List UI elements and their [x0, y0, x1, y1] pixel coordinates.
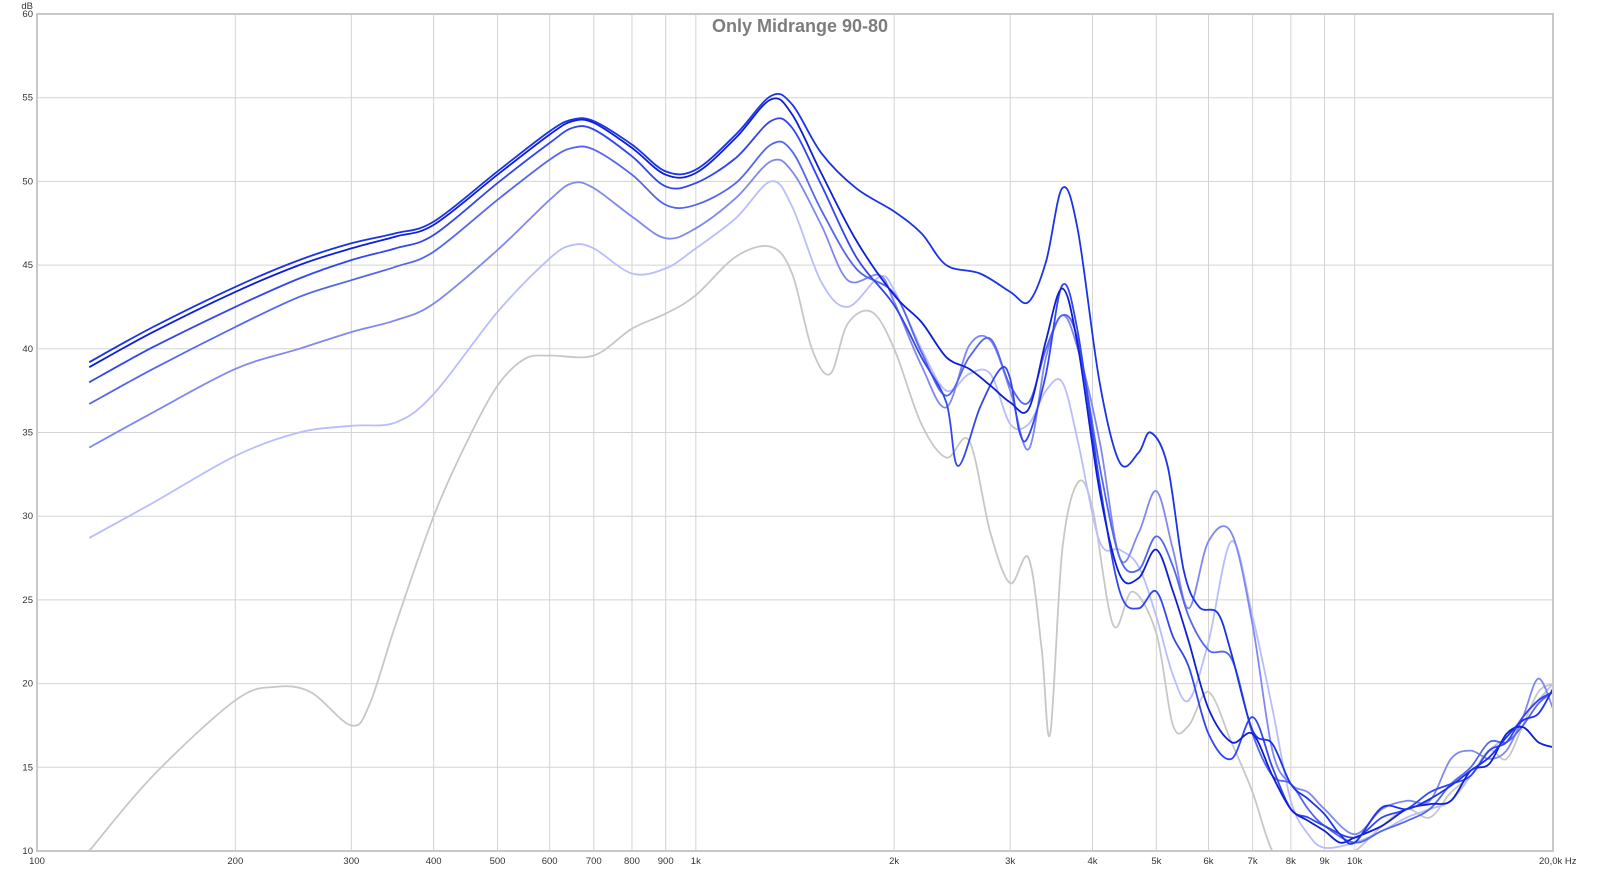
x-tick-label: 7k: [1248, 856, 1258, 867]
y-tick-label: 15: [22, 762, 33, 773]
y-axis-ticks: 10 15 20 25 30 35 40 45 50 55 60: [22, 9, 33, 857]
x-tick-label: 500: [490, 856, 506, 867]
series-line: [88, 180, 1553, 849]
y-tick-label: 25: [22, 595, 33, 606]
x-tick-label: 9k: [1320, 856, 1330, 867]
x-tick-label: 4k: [1087, 856, 1097, 867]
x-tick-label: 200: [227, 856, 243, 867]
y-tick-label: 60: [22, 9, 33, 20]
grid: [36, 13, 1554, 852]
x-tick-label: 700: [586, 856, 602, 867]
y-axis-label: dB: [21, 1, 33, 12]
x-tick-label: 3k: [1005, 856, 1015, 867]
x-tick-label: 600: [542, 856, 558, 867]
series-line: [88, 117, 1553, 839]
series-line: [88, 140, 1553, 844]
x-tick-label: 400: [426, 856, 442, 867]
x-tick-label: 900: [658, 856, 674, 867]
series-group: [88, 92, 1553, 851]
series-line: [88, 92, 1553, 845]
y-tick-label: 50: [22, 176, 33, 187]
y-tick-label: 30: [22, 511, 33, 522]
y-tick-label: 35: [22, 428, 33, 439]
series-line: [88, 97, 1553, 844]
x-tick-label: 10k: [1347, 856, 1363, 867]
x-tick-label: 2k: [889, 856, 899, 867]
x-tick-label: 100: [29, 856, 45, 867]
y-tick-label: 40: [22, 344, 33, 355]
x-axis-ticks: 100 200 300 400 500 600 700 800 900 1k 2k 3k 4k 5k 6k 7…: [29, 856, 1577, 867]
x-tick-label: 8k: [1286, 856, 1296, 867]
y-tick-label: 20: [22, 679, 33, 690]
y-tick-label: 55: [22, 93, 33, 104]
chart-title: Only Midrange 90-80: [712, 16, 888, 36]
x-tick-label: 5k: [1151, 856, 1161, 867]
y-tick-label: 10: [22, 846, 33, 857]
x-tick-label: 20,0k Hz: [1539, 856, 1577, 867]
x-tick-label: 6k: [1203, 856, 1213, 867]
x-tick-label: 800: [624, 856, 640, 867]
plot-frame: [36, 13, 1554, 852]
y-tick-label: 45: [22, 260, 33, 271]
x-tick-label: 1k: [691, 856, 701, 867]
x-tick-label: 300: [343, 856, 359, 867]
series-line: [88, 245, 1553, 851]
